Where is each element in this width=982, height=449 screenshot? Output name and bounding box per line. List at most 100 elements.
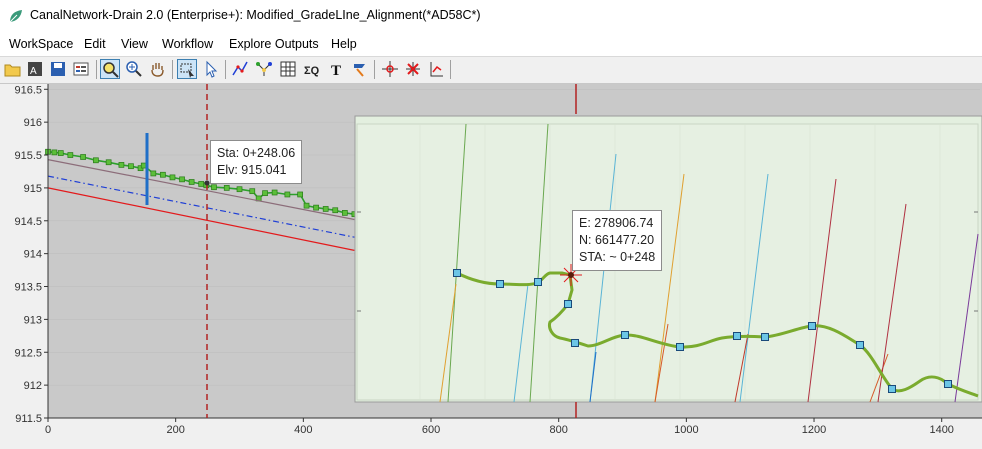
snap-icon[interactable] (380, 59, 400, 79)
profile-plot-area[interactable]: 916.5 916 915.5 915 914.5 914 913.5 913 912.5 912… (0, 84, 982, 446)
ground-point-marker[interactable] (198, 181, 205, 187)
ground-point-marker[interactable] (57, 150, 64, 156)
ground-point-marker[interactable] (332, 207, 339, 214)
edit-lines-icon[interactable] (230, 59, 250, 79)
menu-workspace[interactable]: WorkSpace (9, 37, 74, 51)
contour-line (654, 323, 669, 403)
ground-point-marker[interactable] (341, 210, 348, 216)
profile-chart[interactable]: 916.5 916 915.5 915 914.5 914 913.5 913 912.5 912… (0, 84, 982, 446)
save-as-icon[interactable]: A (25, 59, 45, 79)
coord-label-sta: STA: ~ 0+248 (579, 250, 656, 264)
station-marker (204, 180, 210, 186)
save-icon[interactable] (48, 59, 68, 79)
coord-label-n: N: 661477.20 (579, 233, 655, 247)
hydraulic-grade-line[interactable] (47, 175, 355, 238)
x-tick-label: 1400 (929, 424, 953, 436)
properties-icon[interactable] (71, 59, 91, 79)
pointer-icon[interactable] (201, 59, 221, 79)
y-tick-label: 912.5 (14, 347, 42, 359)
window-title: CanalNetwork-Drain 2.0 (Enterprise+): Mo… (30, 8, 481, 22)
profile-icon[interactable] (426, 59, 446, 79)
plan-view-inset[interactable] (354, 115, 982, 403)
y-tick-label: 914.5 (14, 216, 42, 228)
plan-vertex-marker[interactable] (453, 269, 461, 277)
grid-icon[interactable] (278, 59, 298, 79)
plan-vertex-marker[interactable] (534, 278, 542, 286)
plan-vertex-marker[interactable] (761, 333, 769, 341)
plan-vertex-marker[interactable] (676, 343, 684, 351)
menu-edit[interactable]: Edit (84, 37, 106, 51)
ground-point-marker[interactable] (179, 176, 185, 183)
zoom-icon[interactable] (100, 59, 120, 79)
plan-vertex-marker[interactable] (733, 332, 741, 340)
pan-hand-icon[interactable] (148, 59, 168, 79)
ground-point-marker[interactable] (160, 171, 166, 178)
station-info-label: Sta: 0+248.06 Elv: 915.041 (210, 140, 303, 184)
contour-line (589, 351, 597, 403)
plan-vertex-marker[interactable] (856, 341, 864, 349)
toolbar-separator (374, 60, 375, 79)
y-tick-label: 915.5 (14, 150, 42, 162)
text-icon[interactable]: T (326, 59, 346, 79)
menu-explore-outputs[interactable]: Explore Outputs (229, 37, 319, 51)
ground-point-marker[interactable] (80, 154, 86, 160)
menu-help[interactable]: Help (331, 37, 357, 51)
ground-point-marker[interactable] (67, 152, 74, 158)
open-folder-icon[interactable] (3, 59, 23, 79)
plan-vertex-marker[interactable] (564, 300, 572, 308)
crest-line[interactable] (47, 159, 355, 221)
y-tick-label: 916.5 (14, 84, 42, 96)
ground-point-marker[interactable] (284, 191, 291, 198)
ground-point-marker[interactable] (51, 149, 58, 156)
plan-vertex-marker[interactable] (944, 380, 952, 388)
zoom-in-icon[interactable] (124, 59, 144, 79)
ground-point-marker[interactable] (150, 170, 157, 177)
y-tick-label: 915 (24, 183, 42, 195)
network-icon[interactable] (254, 59, 274, 79)
plan-vertex-marker[interactable] (808, 322, 816, 330)
contour-line (447, 123, 467, 403)
design-invert-line[interactable] (47, 187, 355, 251)
ground-point-marker[interactable] (249, 188, 256, 195)
ground-point-marker[interactable] (297, 191, 304, 198)
flag-icon[interactable] (350, 59, 370, 79)
ground-point-marker[interactable] (271, 189, 278, 196)
ground-point-marker[interactable] (223, 185, 230, 191)
ground-point-marker[interactable] (313, 204, 319, 211)
ground-point-marker[interactable] (236, 186, 243, 193)
ground-point-marker[interactable] (262, 190, 268, 197)
x-tick-label: 1000 (674, 424, 698, 436)
ground-point-marker[interactable] (188, 179, 195, 185)
ground-point-marker[interactable] (118, 162, 125, 168)
coordinate-info-label: E: 278906.74 N: 661477.20 STA: ~ 0+248 (572, 210, 663, 271)
station-label-sta: Sta: 0+248.06 (217, 146, 296, 160)
svg-text:ΣQ: ΣQ (304, 65, 320, 77)
y-tick-label: 916 (24, 117, 42, 129)
cross-delete-icon[interactable] (403, 59, 423, 79)
plan-vertex-marker[interactable] (571, 339, 579, 347)
menu-view[interactable]: View (121, 37, 148, 51)
x-tick-label: 400 (294, 424, 312, 436)
select-rect-icon[interactable] (177, 59, 197, 79)
toolbar-separator (225, 60, 226, 79)
plan-vertex-marker[interactable] (621, 331, 629, 339)
ground-point-marker[interactable] (93, 157, 99, 164)
x-tick-label: 0 (45, 424, 51, 436)
ground-point-marker[interactable] (128, 163, 134, 170)
menu-workflow[interactable]: Workflow (162, 37, 214, 51)
x-tick-label: 1200 (802, 424, 826, 436)
ground-point-marker[interactable] (303, 202, 310, 209)
y-tick-label: 912 (24, 380, 42, 392)
ground-point-marker[interactable] (322, 206, 329, 212)
svg-text:T: T (331, 63, 341, 78)
plan-vertex-marker[interactable] (496, 280, 504, 288)
plan-alignment-path[interactable] (456, 271, 979, 398)
plan-vertex-marker[interactable] (888, 385, 896, 393)
sigma-q-icon[interactable]: ΣQ (302, 59, 322, 79)
ground-point-marker[interactable] (169, 174, 176, 181)
ground-point-marker[interactable] (211, 184, 217, 191)
toolbar-separator (96, 60, 97, 79)
menu-bar: WorkSpace Edit View Workflow Explore Out… (0, 32, 982, 57)
station-label-elv: Elv: 915.041 (217, 163, 287, 177)
ground-point-marker[interactable] (105, 159, 112, 166)
